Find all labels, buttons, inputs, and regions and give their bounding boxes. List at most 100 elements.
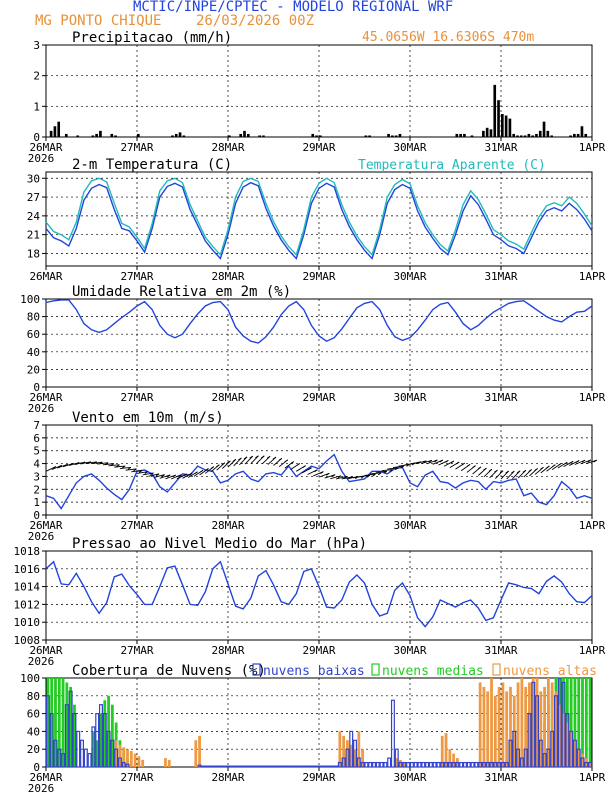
precip-bar	[470, 135, 474, 137]
wind-vector-head	[534, 468, 538, 471]
model-title: MCTIC/INPE/CPTEC - MODELO REGIONAL WRF	[133, 0, 454, 15]
slp-series-line	[45, 560, 593, 628]
clouds-bar	[474, 761, 479, 768]
wind-vector-head	[366, 475, 370, 478]
wind-vector-head	[261, 455, 265, 459]
precip-bar	[391, 135, 394, 137]
wind-vector	[335, 476, 347, 480]
wind-vector	[330, 475, 342, 480]
wind-vector-head	[133, 468, 137, 472]
clouds-bar	[273, 765, 278, 768]
wind-vector-head	[563, 461, 568, 465]
clouds-bar	[478, 761, 483, 768]
clouds-bar	[368, 761, 373, 768]
wind-vector-head	[528, 469, 532, 472]
clouds-bar	[126, 749, 129, 767]
clouds-bar	[83, 748, 88, 768]
clouds-bar	[447, 761, 452, 768]
rh-xtick-label: 27MAR	[120, 391, 153, 404]
clouds-bar	[528, 682, 531, 767]
clouds-bar	[553, 695, 558, 768]
precip-xtick-label: 27MAR	[120, 141, 153, 154]
clouds-bar	[220, 765, 225, 768]
wind-vector-head	[144, 471, 149, 475]
clouds-bar	[490, 678, 493, 767]
wind-vector-head	[238, 457, 242, 461]
clouds-bar	[527, 712, 532, 768]
wind-vector-head	[150, 472, 154, 476]
wind-vector-head	[540, 466, 544, 470]
precip-bar	[315, 135, 318, 137]
precip-bar	[512, 133, 516, 137]
clouds-bar	[432, 761, 437, 768]
slp-xtick-label: 30MAR	[393, 644, 426, 657]
wind-vector	[159, 474, 171, 479]
clouds-ytick-label: 0	[33, 761, 40, 774]
clouds-bar	[54, 678, 57, 767]
precip-bar	[76, 135, 79, 137]
wind-vector	[153, 474, 165, 478]
clouds-bar	[92, 731, 95, 767]
temp-ytick-label: 27	[27, 191, 40, 204]
wind-vector-head	[461, 462, 465, 466]
precip-bar	[174, 133, 178, 137]
clouds-bar	[246, 765, 251, 768]
slp-xtick-label: 26MAR	[29, 644, 62, 657]
temp-xtick-label: 31MAR	[484, 270, 517, 283]
wind-vector-head	[450, 460, 455, 464]
wind-vector-head	[272, 456, 277, 460]
clouds-bar	[535, 678, 539, 767]
clouds-bar	[493, 695, 497, 767]
wind-ytick-label: 3	[33, 470, 40, 483]
clouds-bar	[98, 704, 103, 768]
clouds-bar	[265, 765, 270, 768]
clouds-bar	[516, 748, 521, 768]
wind-vector-head	[505, 470, 509, 474]
wind-vector-head	[138, 469, 143, 473]
wind-vector-head	[308, 467, 312, 471]
clouds-bar	[360, 761, 365, 768]
clouds-bar	[110, 704, 114, 767]
clouds-bar	[584, 761, 589, 768]
slp-xtick-label: 28MAR	[211, 644, 244, 657]
wind-vector	[341, 476, 353, 480]
clouds-bar	[311, 765, 316, 768]
clouds-bar	[349, 744, 353, 767]
slp-xtick-label: 27MAR	[120, 644, 153, 657]
clouds-bar	[562, 713, 565, 767]
clouds-bar	[337, 761, 342, 768]
clouds-bar	[141, 759, 145, 767]
wind-vector-head	[221, 462, 226, 466]
precip-bar	[527, 133, 531, 137]
precip-bar	[489, 129, 493, 137]
clouds-bar	[49, 712, 54, 768]
wind-ytick-label: 1	[33, 496, 40, 509]
wind-vector	[108, 464, 120, 467]
wind-vector	[102, 463, 114, 466]
wind-vector-head	[522, 469, 527, 473]
clouds-xtick-label: 26MAR	[29, 771, 62, 784]
clouds-bar	[546, 748, 551, 768]
precip-bar	[519, 135, 523, 137]
clouds-bar	[277, 765, 282, 768]
slp-ytick-label: 1018	[14, 545, 41, 558]
precip-bar	[531, 135, 534, 137]
temp-xtick-label: 1APR	[579, 270, 606, 283]
precip-bar	[91, 135, 95, 137]
clouds-bar	[68, 690, 73, 768]
wind-vector	[392, 465, 404, 468]
clouds-bar	[451, 761, 456, 768]
precip-bar	[228, 135, 231, 137]
precip-bar	[455, 133, 459, 137]
clouds-bar	[508, 739, 513, 768]
wind-vector-head	[428, 459, 433, 463]
clouds-bar	[482, 686, 486, 767]
clouds-bar	[99, 713, 103, 767]
clouds-bar	[299, 765, 304, 768]
clouds-bar	[531, 681, 536, 768]
temp-xtick-label: 30MAR	[393, 270, 426, 283]
station-name: MG PONTO CHIQUE	[35, 13, 162, 29]
clouds-bar	[216, 765, 221, 768]
wind-vector-head	[227, 460, 231, 464]
